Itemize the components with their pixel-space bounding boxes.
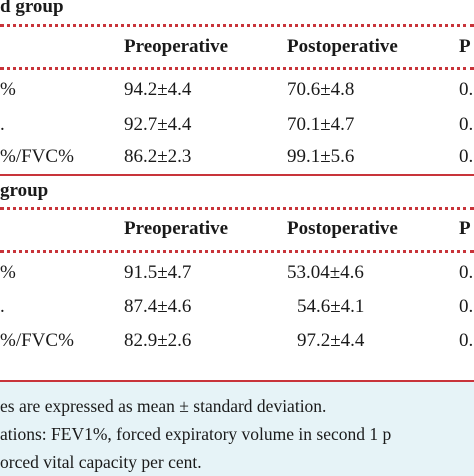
note-line: ations: FEV1%, forced expiratory volume … [0, 424, 392, 444]
row-label: %/FVC% [0, 330, 74, 351]
row-label: % [0, 262, 16, 283]
column-header-postoperative: Postoperative [287, 36, 398, 57]
cell-postoperative: 97.2±4.4 [297, 330, 365, 351]
cell-postoperative: 70.6±4.8 [287, 79, 355, 100]
table-notes: es are expressed as mean ± standard devi… [0, 380, 474, 476]
column-header-preoperative: Preoperative [124, 218, 229, 239]
row-label: . [0, 296, 5, 317]
cell-postoperative: 99.1±5.6 [287, 146, 355, 167]
cell-p: 0. [459, 79, 474, 100]
row-label: . [0, 114, 5, 135]
note-line: orced vital capacity per cent. [0, 452, 202, 472]
cell-p: 0. [459, 262, 474, 283]
cell-preoperative: 82.9±2.6 [124, 330, 192, 351]
cell-p: 0. [459, 330, 474, 351]
cell-p: 0. [459, 296, 474, 317]
cell-preoperative: 86.2±2.3 [124, 146, 192, 167]
row-label: %/FVC% [0, 146, 74, 167]
header-rule [0, 207, 474, 210]
group-title: d group [0, 0, 64, 17]
column-header-postoperative: Postoperative [287, 218, 398, 239]
cell-postoperative: 70.1±4.7 [287, 114, 355, 135]
note-line: es are expressed as mean ± standard devi… [0, 396, 327, 416]
cell-postoperative: 54.6±4.1 [297, 296, 365, 317]
header-rule [0, 24, 474, 27]
column-header-p: P [459, 218, 471, 239]
cell-postoperative: 53.04±4.6 [287, 262, 364, 283]
group-divider [0, 174, 474, 176]
column-header-p: P [459, 36, 471, 57]
cell-preoperative: 91.5±4.7 [124, 262, 192, 283]
cell-p: 0. [459, 146, 474, 167]
header-rule [0, 67, 474, 70]
column-header-preoperative: Preoperative [124, 36, 229, 57]
cell-preoperative: 92.7±4.4 [124, 114, 192, 135]
header-rule [0, 250, 474, 253]
cell-preoperative: 94.2±4.4 [124, 79, 192, 100]
group-title: group [0, 180, 49, 201]
cell-preoperative: 87.4±4.6 [124, 296, 192, 317]
row-label: % [0, 79, 16, 100]
cell-p: 0. [459, 114, 474, 135]
